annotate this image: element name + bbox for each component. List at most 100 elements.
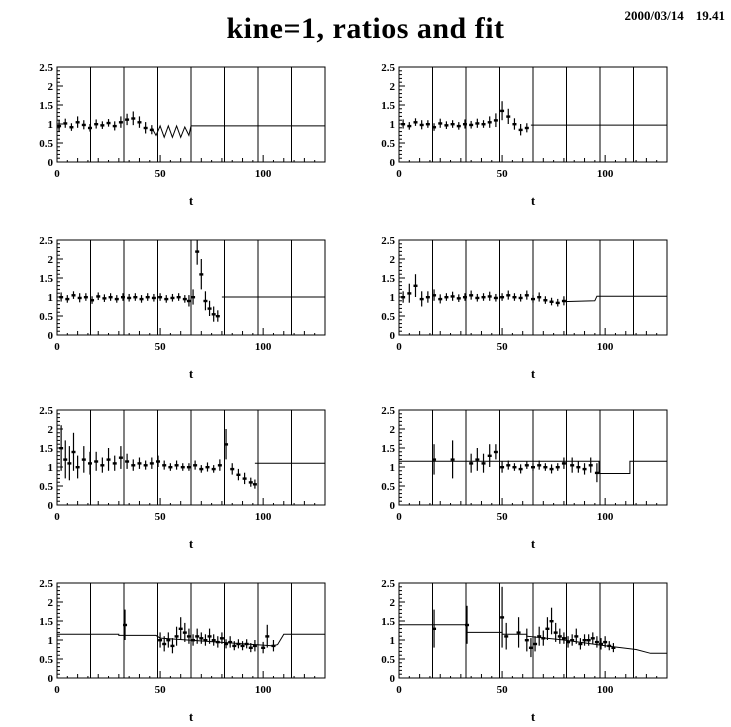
data-point xyxy=(182,297,187,301)
data-point xyxy=(162,642,167,646)
data-point xyxy=(549,300,554,303)
data-point xyxy=(71,294,76,297)
data-point xyxy=(481,296,486,299)
data-point xyxy=(425,123,430,126)
data-point xyxy=(195,635,200,638)
data-point xyxy=(545,627,550,630)
data-point xyxy=(186,466,191,469)
data-point xyxy=(537,464,542,467)
data-point xyxy=(131,464,136,467)
data-point xyxy=(199,273,204,276)
data-point xyxy=(506,115,511,118)
fit-curve xyxy=(57,633,325,647)
x-tick-label: 100 xyxy=(597,168,614,180)
data-point xyxy=(450,295,455,298)
data-point xyxy=(75,121,80,124)
x-axis-label: t xyxy=(189,193,194,208)
data-point xyxy=(248,646,253,649)
x-tick-label: 50 xyxy=(155,168,167,180)
y-tick-label: 0 xyxy=(390,500,396,512)
data-point xyxy=(230,467,235,471)
data-point xyxy=(248,481,253,484)
data-point xyxy=(500,466,505,469)
x-tick-label: 100 xyxy=(255,684,272,696)
data-point xyxy=(65,297,70,301)
data-point xyxy=(555,301,560,305)
y-tick-label: 1.5 xyxy=(39,100,53,112)
data-point xyxy=(528,646,533,649)
data-point xyxy=(96,295,101,298)
y-tick-label: 2.5 xyxy=(39,62,53,74)
data-point xyxy=(543,466,548,469)
y-tick-label: 2 xyxy=(390,81,396,93)
y-tick-label: 1.5 xyxy=(39,273,53,285)
x-tick-label: 100 xyxy=(255,341,272,353)
y-tick-label: 1 xyxy=(390,292,396,304)
data-point xyxy=(481,123,486,126)
data-point xyxy=(151,296,156,300)
data-point xyxy=(94,123,99,126)
y-tick-label: 0.5 xyxy=(39,481,53,493)
x-tick-label: 0 xyxy=(54,341,60,353)
x-axis-label: t xyxy=(189,709,194,724)
data-point xyxy=(582,467,587,471)
page-title: kine=1, ratios and fit xyxy=(226,12,505,45)
data-point xyxy=(217,464,222,467)
data-point xyxy=(176,296,181,299)
data-point xyxy=(557,635,562,638)
x-tick-label: 50 xyxy=(155,511,167,523)
time-stamp: 19.41 xyxy=(695,8,725,23)
data-point xyxy=(456,297,461,300)
data-point xyxy=(450,458,455,461)
y-tick-label: 1.5 xyxy=(39,443,53,455)
data-point xyxy=(450,123,455,126)
data-point xyxy=(87,462,92,465)
y-tick-label: 1.5 xyxy=(381,273,395,285)
x-tick-label: 50 xyxy=(497,341,509,353)
chart-panel-1: 0 0.5 1 1.5 2 2.5 0 50 100 t xyxy=(39,62,326,208)
data-point xyxy=(127,296,132,300)
data-point xyxy=(123,623,128,627)
data-point xyxy=(469,294,474,297)
data-point xyxy=(594,471,599,475)
chart-panel-6: 0 0.5 1 1.5 2 2.5 0 50 100 t xyxy=(381,405,668,551)
data-point xyxy=(186,299,191,303)
data-point xyxy=(232,644,237,648)
data-point xyxy=(419,123,424,127)
x-tick-label: 100 xyxy=(597,684,614,696)
data-point xyxy=(228,640,233,644)
data-point xyxy=(481,462,486,465)
data-point xyxy=(438,122,443,125)
x-tick-label: 50 xyxy=(497,168,509,180)
data-point xyxy=(59,447,64,450)
data-point xyxy=(594,640,599,644)
data-point xyxy=(566,640,571,644)
x-axis-label: t xyxy=(531,709,536,724)
data-point xyxy=(100,124,105,127)
data-point xyxy=(242,477,247,480)
data-point xyxy=(203,299,208,303)
data-point xyxy=(131,117,136,120)
data-point xyxy=(261,646,266,649)
data-point xyxy=(524,639,529,642)
data-point xyxy=(67,462,72,465)
x-tick-label: 50 xyxy=(497,511,509,523)
date-stamp: 2000/03/14 xyxy=(624,8,684,23)
data-point xyxy=(139,297,144,301)
data-point xyxy=(63,122,68,125)
data-point xyxy=(199,637,204,640)
y-tick-label: 2 xyxy=(48,254,54,266)
data-point xyxy=(94,460,99,463)
data-point xyxy=(570,464,575,467)
data-point xyxy=(164,297,169,301)
data-point xyxy=(419,297,424,301)
y-tick-label: 1.5 xyxy=(381,100,395,112)
data-point xyxy=(215,315,220,318)
x-tick-label: 0 xyxy=(396,511,402,523)
data-point xyxy=(118,121,123,124)
fit-curve xyxy=(563,295,667,303)
data-point xyxy=(588,464,593,467)
x-axis-label: t xyxy=(189,536,194,551)
x-tick-label: 0 xyxy=(396,341,402,353)
data-point xyxy=(69,126,74,129)
